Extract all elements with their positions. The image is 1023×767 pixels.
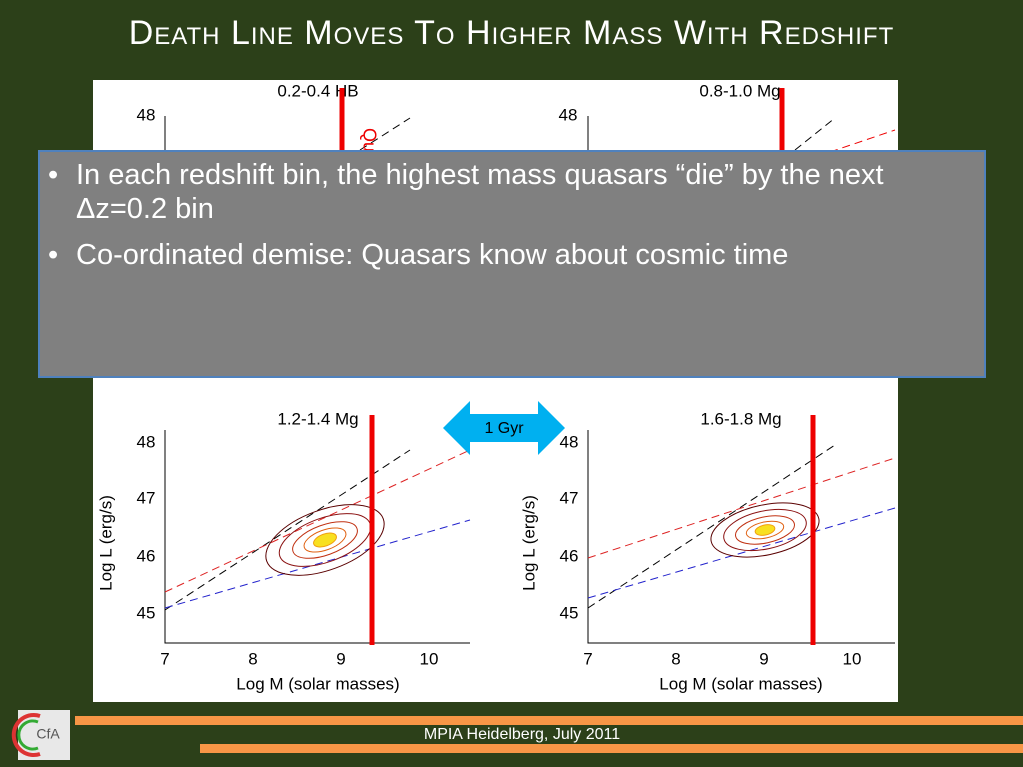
- y-tick-label: 48: [137, 432, 156, 451]
- dashed-line: [164, 519, 471, 609]
- y-tick-label: 48: [560, 432, 579, 451]
- x-tick-label: 7: [583, 649, 592, 668]
- dashed-line: [587, 457, 896, 559]
- logo-text: CfA: [36, 726, 60, 742]
- double-arrow: [443, 401, 565, 455]
- x-tick-label: 9: [759, 649, 768, 668]
- panel-label: 0.2-0.4 HB: [277, 81, 358, 100]
- dashed-line: [164, 449, 471, 593]
- x-tick-label: 8: [671, 649, 680, 668]
- dashed-line: [164, 449, 411, 611]
- y-axis-label: Log L (erg/s): [519, 495, 538, 591]
- logo-arc: [17, 719, 39, 751]
- panel-label: 0.8-1.0 Mg: [699, 81, 780, 100]
- text-box: In each redshift bin, the highest mass q…: [38, 150, 986, 378]
- footer-bar: [75, 716, 1023, 725]
- x-tick-label: 10: [843, 649, 862, 668]
- dashed-line: [794, 117, 836, 151]
- footer-bar: [200, 744, 1023, 753]
- y-tick-label: 48: [559, 105, 578, 124]
- x-tick-label: 7: [160, 649, 169, 668]
- panel-label: 1.6-1.8 Mg: [700, 409, 781, 428]
- bullet: Co-ordinated demise: Quasars know about …: [48, 238, 964, 272]
- y-tick-label: 47: [560, 488, 579, 507]
- dashed-line: [829, 129, 896, 153]
- slide-title: Death Line Moves to Higher Mass with Red…: [128, 14, 895, 52]
- y-tick-label: 48: [137, 105, 156, 124]
- axis: [587, 430, 895, 644]
- panel: 1.6-1.8 Mg 48 47 46 45 7 8 9 10 Log M (s…: [519, 409, 896, 693]
- bullet-list: In each redshift bin, the highest mass q…: [40, 158, 984, 272]
- dashed-line: [587, 507, 896, 599]
- bullet: In each redshift bin, the highest mass q…: [48, 158, 964, 226]
- panel-label: 1.2-1.4 Mg: [277, 409, 358, 428]
- x-tick-label: 8: [248, 649, 257, 668]
- y-tick-label: 47: [137, 488, 156, 507]
- y-tick-label: 46: [560, 546, 579, 565]
- x-axis-label: Log M (solar masses): [236, 674, 399, 693]
- x-tick-label: 9: [336, 649, 345, 668]
- y-tick-label: 46: [137, 546, 156, 565]
- arrow-label: 1 Gyr: [484, 420, 524, 437]
- footer-text: MPIA Heidelberg, July 2011: [424, 726, 620, 743]
- y-tick-label: 45: [560, 603, 579, 622]
- contours: [710, 502, 820, 558]
- y-tick-label: 45: [137, 603, 156, 622]
- dashed-line: [587, 444, 836, 609]
- x-tick-label: 10: [420, 649, 439, 668]
- x-axis-label: Log M (solar masses): [659, 674, 822, 693]
- logo-arc: [11, 713, 41, 757]
- axis: [164, 430, 470, 644]
- y-axis-label: Log L (erg/s): [96, 495, 115, 591]
- dashed-line: [359, 117, 411, 151]
- panel: 1.2-1.4 Mg 48 47 46 45 7 8 9 10 Log M (s…: [96, 409, 471, 693]
